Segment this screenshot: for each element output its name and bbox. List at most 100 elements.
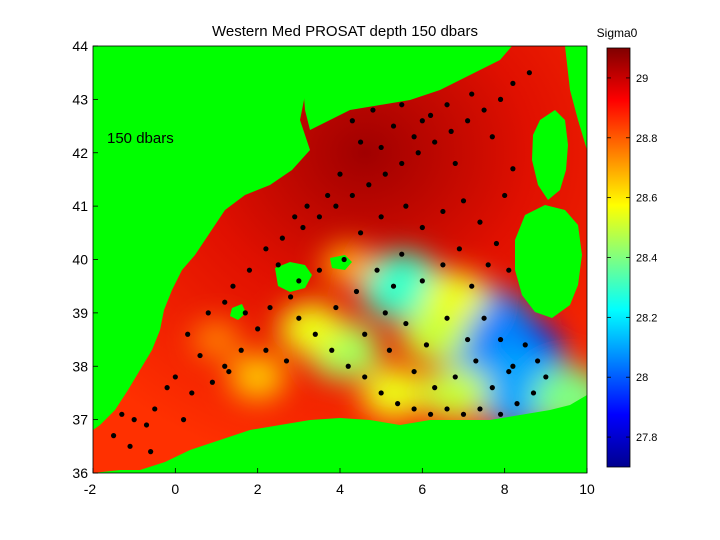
y-tick-label: 42 — [72, 145, 88, 161]
y-tick-label: 36 — [72, 465, 88, 481]
land-corsica — [532, 110, 568, 200]
land-iberia — [93, 46, 318, 430]
station-point — [296, 278, 302, 284]
station-point — [399, 102, 405, 108]
colorbar-tick-label: 28.8 — [636, 133, 657, 145]
station-point — [185, 331, 191, 337]
station-point — [242, 310, 248, 316]
station-point — [469, 91, 475, 97]
station-point — [366, 182, 372, 188]
station-point — [333, 203, 339, 209]
station-point — [535, 358, 541, 364]
station-point — [526, 70, 532, 76]
station-point — [427, 411, 434, 417]
station-point — [353, 288, 360, 295]
station-point — [432, 139, 438, 145]
station-point — [465, 118, 471, 124]
station-point — [337, 171, 343, 177]
station-point — [489, 134, 495, 140]
station-point — [452, 160, 458, 167]
station-point — [378, 214, 384, 220]
station-point — [296, 315, 302, 321]
station-point — [230, 283, 236, 289]
station-point — [119, 411, 125, 417]
station-point — [411, 406, 417, 412]
station-point — [411, 134, 417, 140]
colorbar: Sigma0 27.8 28 28.2 28.4 28.6 28.8 29 — [597, 26, 657, 468]
x-tick-label: 10 — [579, 481, 595, 497]
depth-annotation: 150 dbars — [107, 130, 174, 147]
station-point — [304, 203, 310, 209]
station-point — [127, 443, 133, 449]
station-point — [543, 374, 549, 380]
station-point — [432, 385, 438, 391]
station-point — [477, 219, 483, 225]
station-point — [345, 363, 351, 369]
land-ibiza — [230, 304, 246, 320]
station-point — [172, 374, 178, 380]
x-tick-label: 8 — [501, 481, 509, 497]
station-point — [275, 262, 281, 268]
station-point — [316, 214, 323, 220]
station-point — [246, 267, 253, 273]
field-anomaly — [421, 365, 490, 421]
station-point — [489, 385, 495, 391]
station-point — [292, 214, 298, 220]
station-point — [493, 240, 500, 247]
x-tick-label: 6 — [418, 481, 426, 497]
station-point — [110, 433, 117, 439]
station-point — [357, 230, 364, 236]
station-point — [419, 224, 425, 231]
station-point — [522, 342, 528, 348]
station-point — [510, 363, 516, 369]
colorbar-label: Sigma0 — [597, 26, 638, 40]
station-point — [473, 358, 479, 364]
land-italy — [565, 46, 587, 150]
station-point — [415, 150, 421, 156]
station-point — [197, 352, 203, 359]
station-point — [390, 123, 397, 129]
station-point — [283, 358, 290, 364]
station-point — [255, 326, 261, 332]
station-point — [349, 118, 355, 124]
field-anomaly — [279, 302, 344, 355]
station-point — [263, 246, 269, 252]
station-point — [419, 118, 425, 124]
colorbar-tick-label: 28 — [636, 372, 648, 384]
colorbar-tick-label: 28.4 — [636, 253, 657, 265]
station-point — [362, 331, 368, 337]
field-anomaly — [192, 320, 241, 359]
station-point — [143, 422, 150, 428]
station-point — [279, 235, 285, 241]
station-point — [226, 368, 232, 375]
station-point — [460, 411, 467, 417]
y-tick-label: 38 — [72, 358, 88, 374]
y-tick-label: 37 — [72, 412, 88, 428]
station-point — [514, 401, 520, 407]
station-point — [502, 192, 508, 199]
station-point — [288, 294, 294, 300]
field-anomaly — [423, 270, 488, 323]
station-point — [460, 198, 467, 204]
station-point — [300, 224, 306, 231]
station-point — [209, 379, 215, 385]
land-france — [300, 46, 512, 130]
station-point — [456, 246, 462, 252]
colorbar-tick-label: 29 — [636, 73, 648, 85]
station-point — [333, 304, 339, 311]
station-point — [222, 363, 228, 369]
station-point — [390, 283, 397, 289]
y-tick-label: 40 — [72, 252, 88, 268]
station-point — [395, 401, 401, 407]
x-tick-label: 0 — [171, 481, 179, 497]
station-point — [378, 390, 384, 396]
x-tick-label: -2 — [84, 481, 97, 497]
station-point — [382, 171, 388, 177]
field-anomaly — [359, 251, 444, 321]
station-point — [448, 128, 454, 134]
station-point — [477, 406, 483, 412]
colorbar-tick-label: 28.2 — [636, 312, 657, 324]
station-point — [263, 347, 269, 353]
station-point — [399, 160, 405, 167]
